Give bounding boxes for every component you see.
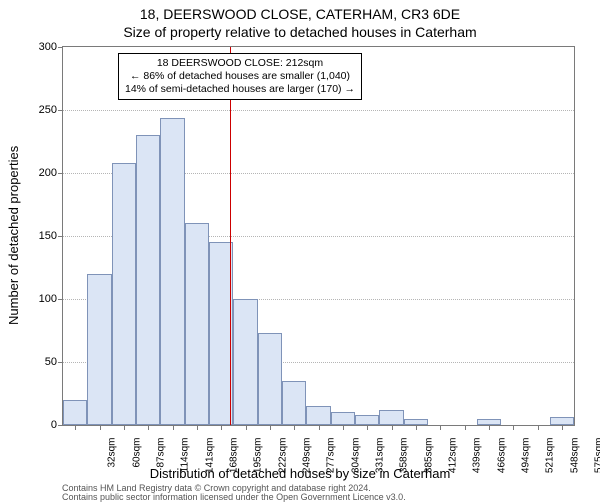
xtick-label: 249sqm bbox=[301, 438, 312, 478]
histogram-bar bbox=[306, 406, 330, 425]
histogram-bar bbox=[355, 415, 379, 425]
ytick-label: 300 bbox=[17, 41, 57, 53]
histogram-bar bbox=[282, 381, 306, 425]
xtick-label: 439sqm bbox=[472, 438, 483, 478]
xtick-label: 222sqm bbox=[277, 438, 288, 478]
ytick-label: 50 bbox=[17, 356, 57, 368]
xtick-label: 141sqm bbox=[204, 438, 215, 478]
gridline bbox=[63, 110, 574, 111]
histogram-bar bbox=[233, 299, 257, 425]
histogram-bar bbox=[160, 118, 184, 425]
histogram-bar bbox=[331, 412, 355, 425]
xtick-mark bbox=[538, 425, 539, 430]
xtick-mark bbox=[343, 425, 344, 430]
chart-title-line1: 18, DEERSWOOD CLOSE, CATERHAM, CR3 6DE bbox=[0, 6, 600, 22]
xtick-label: 331sqm bbox=[374, 438, 385, 478]
xtick-label: 575sqm bbox=[593, 438, 600, 478]
reference-line bbox=[230, 47, 231, 425]
histogram-bar bbox=[63, 400, 87, 425]
xtick-mark bbox=[294, 425, 295, 430]
xtick-label: 494sqm bbox=[520, 438, 531, 478]
annotation-line: 18 DEERSWOOD CLOSE: 212sqm bbox=[125, 57, 355, 70]
ytick-label: 200 bbox=[17, 167, 57, 179]
xtick-mark bbox=[124, 425, 125, 430]
ytick-mark bbox=[58, 173, 63, 174]
ytick-mark bbox=[58, 236, 63, 237]
xtick-mark bbox=[173, 425, 174, 430]
x-axis-label: Distribution of detached houses by size … bbox=[0, 466, 600, 481]
xtick-label: 548sqm bbox=[569, 438, 580, 478]
footer-attribution: Contains HM Land Registry data © Crown c… bbox=[62, 484, 406, 502]
xtick-mark bbox=[440, 425, 441, 430]
histogram-bar bbox=[185, 223, 209, 425]
ytick-label: 0 bbox=[17, 419, 57, 431]
chart-title-line2: Size of property relative to detached ho… bbox=[0, 24, 600, 40]
ytick-mark bbox=[58, 110, 63, 111]
xtick-label: 60sqm bbox=[131, 438, 142, 478]
xtick-mark bbox=[562, 425, 563, 430]
histogram-bar bbox=[112, 163, 136, 425]
histogram-bar bbox=[87, 274, 111, 425]
xtick-label: 466sqm bbox=[496, 438, 507, 478]
histogram-plot-area: 18 DEERSWOOD CLOSE: 212sqm← 86% of detac… bbox=[62, 46, 575, 426]
xtick-label: 32sqm bbox=[107, 438, 118, 478]
ytick-mark bbox=[58, 299, 63, 300]
xtick-label: 87sqm bbox=[155, 438, 166, 478]
xtick-mark bbox=[392, 425, 393, 430]
xtick-label: 277sqm bbox=[326, 438, 337, 478]
xtick-label: 304sqm bbox=[350, 438, 361, 478]
histogram-bar bbox=[379, 410, 403, 425]
annotation-box: 18 DEERSWOOD CLOSE: 212sqm← 86% of detac… bbox=[118, 53, 362, 100]
ytick-label: 100 bbox=[17, 293, 57, 305]
histogram-bar bbox=[550, 417, 574, 425]
histogram-bar bbox=[136, 135, 160, 425]
xtick-mark bbox=[75, 425, 76, 430]
xtick-mark bbox=[465, 425, 466, 430]
xtick-label: 385sqm bbox=[423, 438, 434, 478]
xtick-mark bbox=[246, 425, 247, 430]
ytick-label: 250 bbox=[17, 104, 57, 116]
xtick-mark bbox=[367, 425, 368, 430]
xtick-mark bbox=[416, 425, 417, 430]
xtick-label: 358sqm bbox=[399, 438, 410, 478]
xtick-label: 521sqm bbox=[545, 438, 556, 478]
histogram-bar bbox=[258, 333, 282, 425]
ytick-mark bbox=[58, 362, 63, 363]
ytick-label: 150 bbox=[17, 230, 57, 242]
xtick-label: 168sqm bbox=[228, 438, 239, 478]
annotation-line: 14% of semi-detached houses are larger (… bbox=[125, 83, 355, 96]
xtick-mark bbox=[148, 425, 149, 430]
xtick-mark bbox=[100, 425, 101, 430]
ytick-mark bbox=[58, 425, 63, 426]
xtick-mark bbox=[221, 425, 222, 430]
xtick-label: 195sqm bbox=[253, 438, 264, 478]
annotation-line: ← 86% of detached houses are smaller (1,… bbox=[125, 70, 355, 83]
ytick-mark bbox=[58, 47, 63, 48]
xtick-mark bbox=[270, 425, 271, 430]
xtick-label: 114sqm bbox=[180, 438, 191, 478]
xtick-mark bbox=[197, 425, 198, 430]
xtick-mark bbox=[489, 425, 490, 430]
xtick-label: 412sqm bbox=[447, 438, 458, 478]
xtick-mark bbox=[319, 425, 320, 430]
xtick-mark bbox=[513, 425, 514, 430]
